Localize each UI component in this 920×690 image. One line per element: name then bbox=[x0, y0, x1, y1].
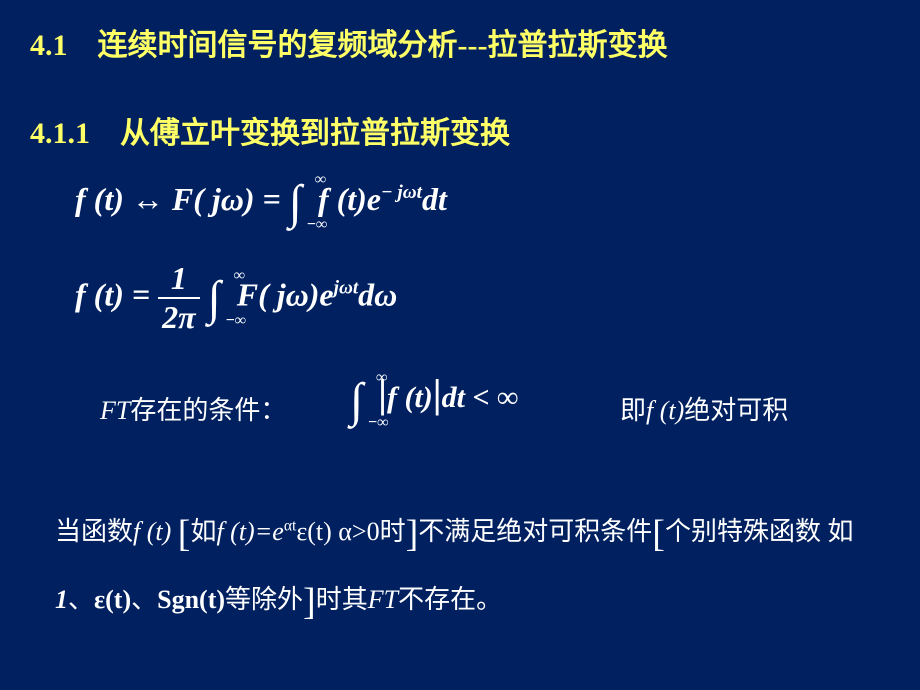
sgn: Sgn(t) bbox=[157, 585, 225, 614]
subsection-title: 4.1.1 从傅立叶变换到拉普拉斯变换 bbox=[30, 108, 510, 152]
section-title: 4.1 连续时间信号的复频域分析---拉普拉斯变换 bbox=[30, 20, 667, 64]
dw: dω bbox=[358, 276, 397, 312]
p2: 如 bbox=[190, 517, 216, 546]
lt-inf: < ∞ bbox=[465, 381, 518, 414]
integrand: F( jω)e bbox=[237, 276, 334, 312]
ft: f (t) bbox=[387, 381, 433, 414]
eq2-lhs: f (t) = bbox=[75, 276, 158, 312]
int-lower: −∞ bbox=[307, 216, 328, 234]
eps2: ε(t) bbox=[94, 585, 131, 614]
left-bracket: [ bbox=[178, 513, 191, 555]
exp: αt bbox=[284, 517, 297, 534]
p7: 、 bbox=[131, 585, 157, 614]
ft2: f (t)=e bbox=[216, 517, 283, 546]
right-bracket: ] bbox=[406, 513, 419, 555]
int-lower: −∞ bbox=[226, 312, 247, 330]
condition-equation: ∫∞−∞ |f (t)|dt < ∞ bbox=[350, 370, 518, 428]
eps1: ε(t) bbox=[296, 517, 331, 546]
left-bracket-2: [ bbox=[652, 513, 665, 555]
condition-label: FT存在的条件： bbox=[100, 390, 286, 427]
exponent: − jωt bbox=[381, 182, 422, 203]
ft1: f (t) bbox=[133, 517, 178, 546]
integral-symbol: ∫∞−∞ bbox=[289, 175, 302, 230]
right-bracket-2: ] bbox=[303, 581, 316, 623]
label-cn: 存在的条件： bbox=[130, 396, 286, 425]
denominator: 2π bbox=[158, 299, 199, 336]
p1: 当函数 bbox=[55, 517, 133, 546]
integral-symbol: ∫∞−∞ bbox=[350, 373, 363, 428]
numerator: 1 bbox=[158, 260, 199, 299]
condition-note: 即f (t)绝对可积 bbox=[620, 390, 788, 427]
int-lower: −∞ bbox=[368, 414, 389, 432]
alpha-gt: α>0 bbox=[332, 517, 380, 546]
ft-italic: FT bbox=[100, 396, 130, 425]
equation-fourier-inverse: f (t) = 12π ∫∞−∞ F( jω)ejωtdω bbox=[75, 260, 397, 336]
p6: 、 bbox=[68, 585, 94, 614]
p10: 不存在。 bbox=[398, 585, 502, 614]
eq1-lhs: f (t) ↔ F( jω) = bbox=[75, 181, 289, 217]
p4: 不满足绝对可积条件 bbox=[418, 517, 652, 546]
ft3: FT bbox=[368, 585, 398, 614]
int-upper: ∞ bbox=[376, 369, 387, 387]
paragraph-text: 当函数f (t) [如f (t)=eαtε(t) α>0时]不满足绝对可积条件[… bbox=[55, 500, 885, 637]
abs-right: | bbox=[433, 371, 442, 416]
int-upper: ∞ bbox=[234, 267, 245, 285]
note-pre: 即 bbox=[620, 396, 646, 425]
exponent: jωt bbox=[334, 278, 359, 299]
p9: 时其 bbox=[316, 585, 368, 614]
integral-symbol: ∫∞−∞ bbox=[208, 271, 221, 326]
int-upper: ∞ bbox=[315, 171, 326, 189]
note-ft: f (t) bbox=[646, 396, 684, 425]
p5: 个别特殊函数 如 bbox=[665, 517, 854, 546]
one: 1 bbox=[55, 585, 68, 614]
p3: 时 bbox=[380, 517, 406, 546]
p8: 等除外 bbox=[225, 585, 303, 614]
dt: dt bbox=[442, 381, 465, 414]
integrand: f (t)e bbox=[318, 181, 381, 217]
note-post: 绝对可积 bbox=[684, 396, 788, 425]
fraction: 12π bbox=[158, 260, 199, 336]
dt: dt bbox=[422, 181, 447, 217]
equation-fourier-forward: f (t) ↔ F( jω) = ∫∞−∞ f (t)e− jωtdt bbox=[75, 175, 447, 230]
